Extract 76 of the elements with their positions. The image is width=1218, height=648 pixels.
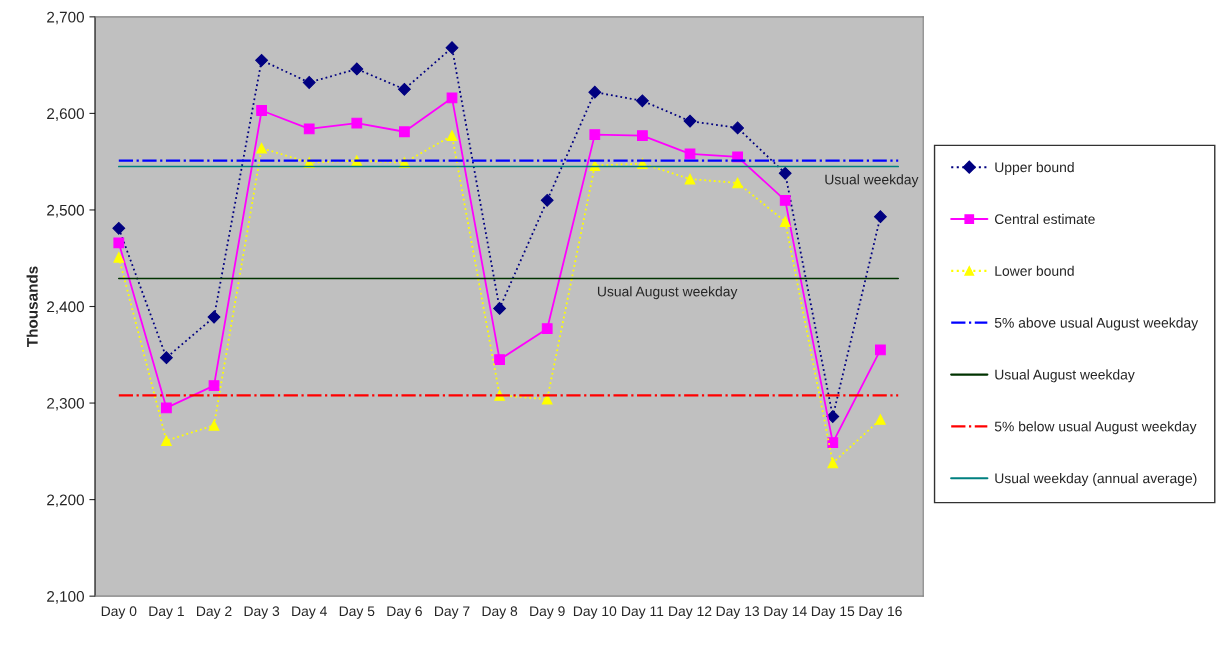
point — [779, 216, 791, 227]
legend-label: 5% below usual August weekday — [994, 421, 1197, 435]
point — [683, 114, 697, 128]
point — [161, 402, 172, 414]
x-tick-label: Day 0 — [101, 606, 137, 619]
point — [684, 173, 696, 185]
x-tick-label: Day 15 — [811, 606, 855, 619]
y-tick-label: 2,500 — [47, 204, 84, 218]
point — [541, 393, 553, 405]
legend-label: Upper bound — [995, 162, 1074, 175]
legend-label: 5% above usual August weekday — [994, 317, 1199, 331]
point — [161, 435, 172, 447]
x-tick-label: Day 14 — [764, 606, 807, 619]
x-tick-label: Day 8 — [482, 606, 518, 619]
point — [827, 457, 839, 469]
point — [637, 130, 648, 141]
point — [588, 85, 602, 99]
point — [778, 166, 792, 180]
legend-label: Usual weekday (annual average) — [995, 473, 1197, 486]
point — [493, 302, 507, 315]
point — [589, 129, 601, 141]
point — [875, 344, 886, 356]
point — [351, 117, 363, 129]
point — [540, 193, 554, 207]
point — [113, 251, 125, 263]
point — [397, 82, 411, 96]
point — [732, 177, 743, 189]
point — [731, 121, 745, 135]
point — [112, 221, 126, 235]
point — [541, 323, 553, 335]
point — [208, 380, 220, 392]
point — [875, 414, 886, 425]
y-tick-label: 2,700 — [47, 11, 84, 25]
x-tick-label: Day 10 — [573, 606, 617, 619]
x-tick-label: Day 16 — [859, 606, 902, 619]
point — [827, 437, 839, 449]
point — [256, 142, 267, 154]
y-tick-label: 2,600 — [47, 108, 84, 121]
x-tick-label: Day 4 — [292, 606, 327, 619]
y-tick-label: 2,200 — [47, 494, 84, 508]
x-tick-label: Day 2 — [197, 606, 232, 619]
legend-label: Usual August weekday — [995, 369, 1135, 383]
x-tick-label: Day 11 — [622, 606, 664, 619]
point — [445, 41, 459, 55]
y-tick-label: 2,100 — [47, 591, 84, 604]
point — [303, 123, 315, 135]
x-tick-label: Day 12 — [669, 606, 712, 619]
point — [494, 354, 505, 365]
point — [208, 419, 220, 431]
x-tick-label: Day 9 — [530, 606, 565, 619]
x-tick-label: Day 13 — [716, 606, 759, 619]
legend-label: Central estimate — [994, 213, 1095, 225]
x-tick-label: Day 1 — [149, 606, 184, 619]
point — [113, 237, 125, 249]
y-tick-label: 2,400 — [47, 301, 84, 314]
point — [207, 310, 221, 324]
point — [635, 94, 649, 108]
point — [446, 130, 458, 141]
x-tick-label: Day 7 — [435, 606, 470, 619]
point — [255, 53, 269, 67]
x-tick-label: Day 3 — [244, 606, 280, 619]
annotation: Usual weekday — [825, 174, 919, 188]
y-axis-title: Thousands — [26, 266, 38, 348]
legend-label: Lower bound — [995, 265, 1074, 276]
x-tick-label: Day 5 — [339, 606, 375, 619]
annotation: Usual August weekday — [597, 286, 738, 300]
point — [399, 126, 410, 138]
point — [826, 410, 840, 423]
y-tick-label: 2,300 — [47, 397, 84, 411]
point — [302, 76, 316, 89]
point — [350, 62, 364, 76]
x-tick-label: Day 6 — [387, 606, 422, 619]
point — [159, 351, 173, 365]
point — [256, 105, 267, 116]
point — [873, 210, 887, 224]
point — [779, 194, 791, 206]
